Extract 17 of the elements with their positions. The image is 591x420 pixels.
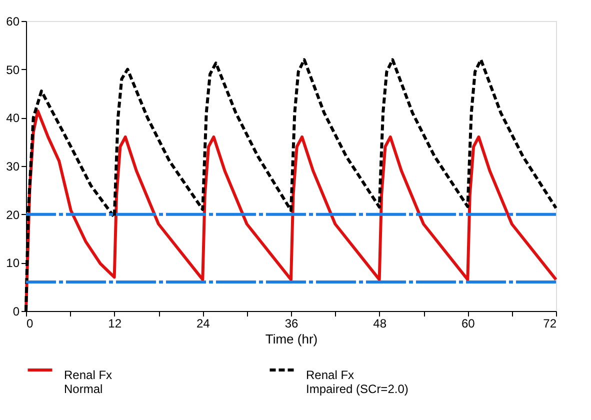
x-tick-label: 36 — [284, 316, 298, 330]
y-tick-label: 50 — [6, 62, 20, 77]
x-tick-label: 48 — [373, 316, 387, 330]
x-tick-label: 12 — [108, 316, 122, 330]
x-tick-label: 60 — [461, 316, 476, 330]
x-tick-label: 24 — [196, 316, 210, 330]
x-tick-label: 72 — [543, 316, 557, 330]
legend-label: Renal Fx Impaired (SCr=2.0) — [306, 368, 408, 396]
y-tick-label: 0 — [12, 304, 20, 318]
y-tick-label: 20 — [6, 208, 20, 222]
y-tick-label: 60 — [6, 14, 20, 28]
y-tick-label: 10 — [6, 256, 20, 270]
legend-label: Renal Fx Normal — [64, 368, 112, 396]
x-tick-label: 0 — [26, 316, 34, 330]
y-tick-label: 40 — [6, 111, 20, 126]
x-axis-title: Time (hr) — [265, 332, 318, 346]
y-tick-label: 30 — [6, 160, 20, 174]
